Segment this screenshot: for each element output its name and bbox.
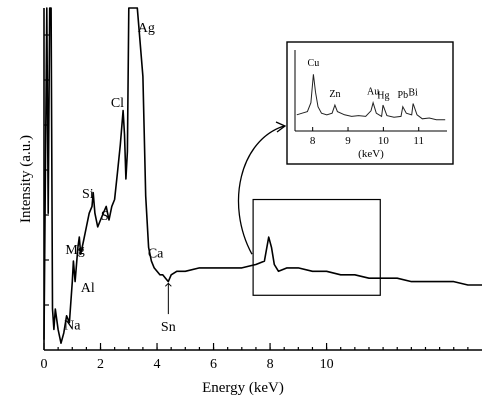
zoom-region-box: [252, 198, 381, 296]
x-tick-label: 4: [154, 357, 161, 372]
peak-label-s: S: [101, 209, 109, 224]
x-tick-label: 2: [97, 357, 104, 372]
inset-x-axis-title: (keV): [358, 148, 384, 160]
inset-spectrum-line: [296, 74, 446, 121]
inset-x-tick-label: 10: [378, 135, 390, 147]
x-tick-label: 0: [41, 357, 48, 372]
x-axis-title: Energy (keV): [202, 380, 284, 396]
peak-label-cl: Cl: [111, 96, 124, 111]
inset-peak-label-cu: Cu: [308, 58, 320, 69]
zoom-arrow-head: [275, 121, 287, 133]
peak-label-ca: Ca: [148, 247, 164, 262]
x-tick-label: 6: [210, 357, 217, 372]
inset-peak-label-pb: Pb: [398, 90, 409, 101]
inset-peak-label-bi: Bi: [408, 87, 418, 98]
inset-x-tick-label: 8: [310, 135, 316, 147]
peak-label-al: Al: [81, 281, 95, 296]
inset-peak-label-au: Au: [367, 87, 379, 98]
inset-peak-label-hg: Hg: [377, 91, 389, 102]
y-axis-title: Intensity (a.u.): [18, 135, 34, 223]
peak-label-si: Si: [82, 187, 94, 202]
peak-label-ag: Ag: [138, 21, 155, 36]
inset-peak-label-zn: Zn: [329, 89, 340, 100]
peak-label-sn: Sn: [161, 320, 176, 335]
sn-pointer-arrow: [164, 282, 172, 287]
peak-label-na: Na: [64, 318, 81, 333]
x-tick-label: 8: [267, 357, 274, 372]
spectrum-line: [43, 7, 482, 344]
zoom-arrow: [237, 125, 285, 255]
main-plot: 0 2 4 6 8 10 Energy (keV) Intensity (a.u.) Ag Cl S…: [18, 7, 482, 396]
inset-x-tick-label: 11: [413, 135, 424, 147]
peak-label-mg: Mg: [65, 243, 84, 258]
inset-frame: [286, 41, 454, 165]
x-tick-label: 10: [320, 357, 334, 372]
inset-x-tick-label: 9: [345, 135, 351, 147]
